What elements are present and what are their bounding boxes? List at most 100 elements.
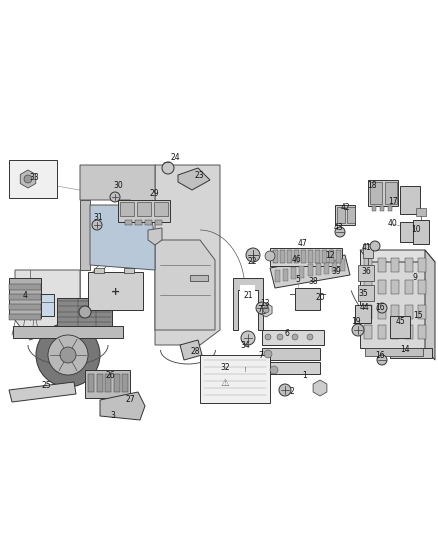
Bar (358, 285, 374, 301)
Bar (190, 275, 208, 281)
Bar (280, 250, 285, 263)
Bar (307, 264, 312, 277)
Circle shape (307, 334, 313, 340)
Bar (365, 348, 423, 356)
Polygon shape (148, 228, 162, 245)
Text: 22: 22 (247, 257, 257, 266)
Bar (416, 208, 426, 216)
Polygon shape (180, 340, 202, 360)
Bar (385, 182, 397, 204)
Bar (9, 294, 41, 300)
Bar (200, 355, 270, 403)
Bar (135, 220, 142, 225)
Text: 27: 27 (125, 395, 135, 405)
Polygon shape (233, 278, 263, 330)
Bar (400, 222, 418, 242)
Text: 32: 32 (220, 364, 230, 373)
Bar (400, 186, 420, 214)
Text: 46: 46 (291, 255, 301, 264)
Bar (120, 202, 134, 216)
Bar (332, 260, 337, 272)
Text: 28: 28 (190, 348, 200, 357)
Bar (9, 284, 41, 290)
Circle shape (265, 251, 275, 261)
Bar (145, 220, 152, 225)
Text: 16: 16 (375, 351, 385, 359)
Bar (118, 200, 170, 222)
Text: 1: 1 (303, 370, 307, 379)
Text: 25: 25 (41, 382, 51, 391)
Text: 16: 16 (375, 303, 385, 312)
Bar (390, 348, 432, 358)
Text: 4: 4 (23, 290, 28, 300)
Text: 30: 30 (113, 182, 123, 190)
Text: 29: 29 (149, 190, 159, 198)
Text: 7: 7 (258, 351, 263, 359)
Polygon shape (270, 255, 350, 288)
Bar (405, 325, 413, 339)
Bar (300, 266, 304, 278)
Bar (270, 248, 342, 266)
Text: 19: 19 (351, 318, 361, 327)
Polygon shape (80, 165, 155, 210)
Polygon shape (20, 170, 36, 188)
Text: 21: 21 (243, 290, 253, 300)
Bar (88, 374, 94, 392)
Bar (405, 280, 413, 294)
Bar (405, 305, 413, 319)
Bar (364, 305, 372, 319)
Bar (155, 220, 162, 225)
Polygon shape (178, 168, 210, 190)
Polygon shape (360, 250, 435, 262)
Text: +: + (111, 287, 120, 297)
Polygon shape (360, 250, 425, 348)
Bar (372, 206, 376, 211)
Bar (124, 268, 134, 273)
Polygon shape (155, 240, 215, 330)
Circle shape (352, 324, 364, 336)
Text: 6: 6 (285, 328, 290, 337)
Circle shape (246, 248, 260, 262)
Text: !: ! (244, 367, 247, 373)
Bar (315, 250, 320, 263)
Bar (337, 207, 345, 223)
Bar (378, 280, 385, 294)
Text: 15: 15 (413, 311, 423, 320)
Circle shape (92, 220, 102, 230)
Circle shape (377, 355, 387, 365)
Circle shape (265, 334, 271, 340)
Bar (391, 305, 399, 319)
Bar (358, 265, 374, 281)
Bar (418, 280, 426, 294)
Text: 23: 23 (194, 171, 204, 180)
Text: ⚠: ⚠ (221, 378, 230, 388)
Bar (378, 325, 385, 339)
Bar (364, 280, 372, 294)
Circle shape (335, 227, 345, 237)
Bar (413, 220, 429, 244)
Text: 42: 42 (340, 204, 350, 213)
Text: 43: 43 (333, 223, 343, 232)
Bar (363, 244, 373, 258)
Text: 3: 3 (110, 411, 116, 421)
Circle shape (256, 302, 268, 314)
Bar (13, 326, 123, 338)
Bar (364, 258, 372, 272)
Bar (88, 272, 143, 310)
Bar (390, 316, 410, 338)
Text: 7: 7 (258, 305, 262, 314)
Bar (273, 250, 278, 263)
Bar (9, 314, 41, 320)
Circle shape (270, 366, 278, 374)
Text: 26: 26 (105, 372, 115, 381)
Text: 34: 34 (240, 341, 250, 350)
Text: 45: 45 (396, 318, 406, 327)
Text: 5: 5 (296, 276, 300, 285)
Bar (364, 325, 372, 339)
Text: 17: 17 (388, 198, 398, 206)
Polygon shape (155, 165, 220, 345)
Text: 14: 14 (400, 344, 410, 353)
Bar (391, 258, 399, 272)
Bar (16, 294, 54, 316)
Text: 38: 38 (308, 277, 318, 286)
